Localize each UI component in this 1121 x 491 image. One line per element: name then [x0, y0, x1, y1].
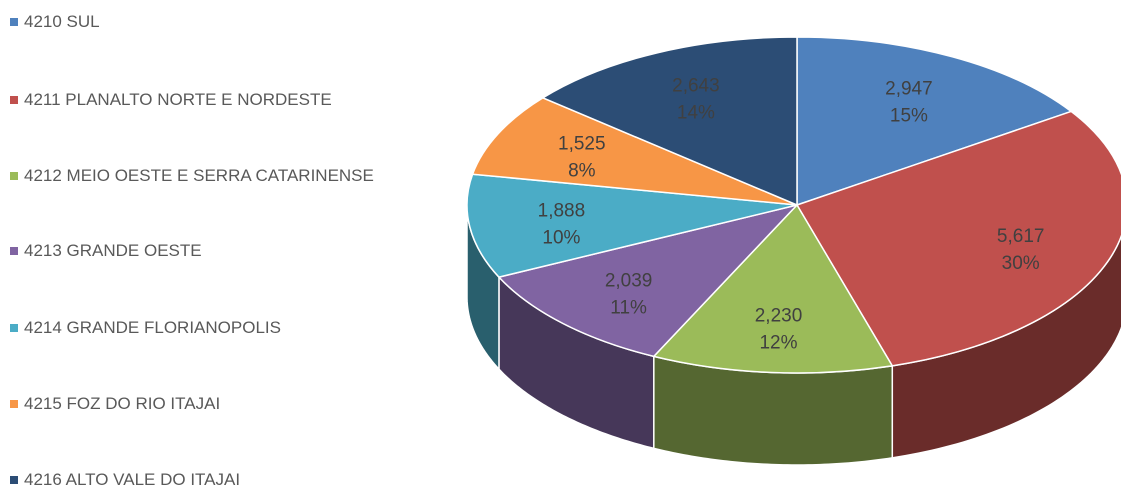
data-label-percent-4216-alto-vale-do-itajai: 14% — [677, 103, 715, 124]
legend-label-planalto-norte: 4211 PLANALTO NORTE E NORDESTE — [24, 90, 332, 109]
data-label-percent-4215-foz-do-rio-itajai: 8% — [568, 161, 596, 182]
data-label-value-4215-foz-do-rio-itajai: 1,525 — [558, 134, 606, 155]
pie-slice-4216-alto-vale-do-itajai — [541, 36, 798, 207]
legend-item-grande-florianopolis: 4214 GRANDE FLORIANOPOLIS — [10, 317, 281, 339]
data-label-percent-4212-meio-oeste-e-serra-catarinense: 12% — [759, 333, 797, 354]
data-label-percent-4213-grande-oeste: 11% — [610, 297, 647, 318]
legend-item-foz-do-rio-itajai: 4215 FOZ DO RIO ITAJAI — [10, 393, 220, 415]
legend-swatch-foz-do-rio-itajai — [10, 400, 18, 408]
data-label-value-4213-grande-oeste: 2,039 — [605, 270, 653, 291]
legend-label-meio-oeste: 4212 MEIO OESTE E SERRA CATARINENSE — [24, 166, 374, 185]
data-label-percent-4210-sul: 15% — [890, 105, 928, 126]
legend-swatch-meio-oeste — [10, 172, 18, 180]
legend-item-grande-oeste: 4213 GRANDE OESTE — [10, 240, 202, 262]
legend-swatch-planalto-norte — [10, 96, 18, 104]
legend-label-grande-oeste: 4213 GRANDE OESTE — [24, 241, 202, 260]
chart-legend: 4210 SUL 4211 PLANALTO NORTE E NORDESTE … — [0, 0, 460, 489]
data-label-value-4210-sul: 2,947 — [885, 78, 933, 99]
legend-item-alto-vale-do-itajai: 4216 ALTO VALE DO ITAJAI — [10, 469, 240, 491]
pie-slice-4210-sul — [796, 36, 1073, 207]
pie-slice-4213-grande-oeste — [497, 203, 800, 358]
data-label-value-4212-meio-oeste-e-serra-catarinense: 2,230 — [755, 306, 803, 327]
data-label-value-4214-grande-florianopolis: 1,888 — [538, 201, 586, 222]
data-label-value-4216-alto-vale-do-itajai: 2,643 — [672, 76, 720, 97]
legend-swatch-alto-vale-do-itajai — [10, 476, 18, 484]
data-label-value-4211-planalto-norte-e-nordeste: 5,617 — [997, 226, 1045, 247]
legend-swatch-sul — [10, 18, 18, 26]
legend-label-alto-vale-do-itajai: 4216 ALTO VALE DO ITAJAI — [24, 470, 241, 489]
legend-label-sul: 4210 SUL — [24, 12, 100, 31]
legend-item-meio-oeste: 4212 MEIO OESTE E SERRA CATARINENSE — [10, 165, 374, 187]
pie-slice-4211-planalto-norte-e-nordeste — [795, 110, 1121, 367]
pie-slice-4215-foz-do-rio-itajai — [471, 97, 798, 206]
legend-item-planalto-norte: 4211 PLANALTO NORTE E NORDESTE — [10, 89, 332, 111]
legend-label-foz-do-rio-itajai: 4215 FOZ DO RIO ITAJAI — [24, 394, 221, 413]
legend-label-grande-florianopolis: 4214 GRANDE FLORIANOPOLIS — [24, 318, 281, 337]
data-label-percent-4214-grande-florianopolis: 10% — [542, 228, 580, 249]
legend-item-sul: 4210 SUL — [10, 11, 100, 33]
data-label-percent-4211-planalto-norte-e-nordeste: 30% — [1002, 253, 1040, 274]
legend-swatch-grande-florianopolis — [10, 324, 18, 332]
legend-swatch-grande-oeste — [10, 247, 18, 255]
pie-slice-4212-meio-oeste-e-serra-catarinense — [652, 203, 894, 374]
pie-slice-4214-grande-florianopolis — [466, 173, 798, 278]
